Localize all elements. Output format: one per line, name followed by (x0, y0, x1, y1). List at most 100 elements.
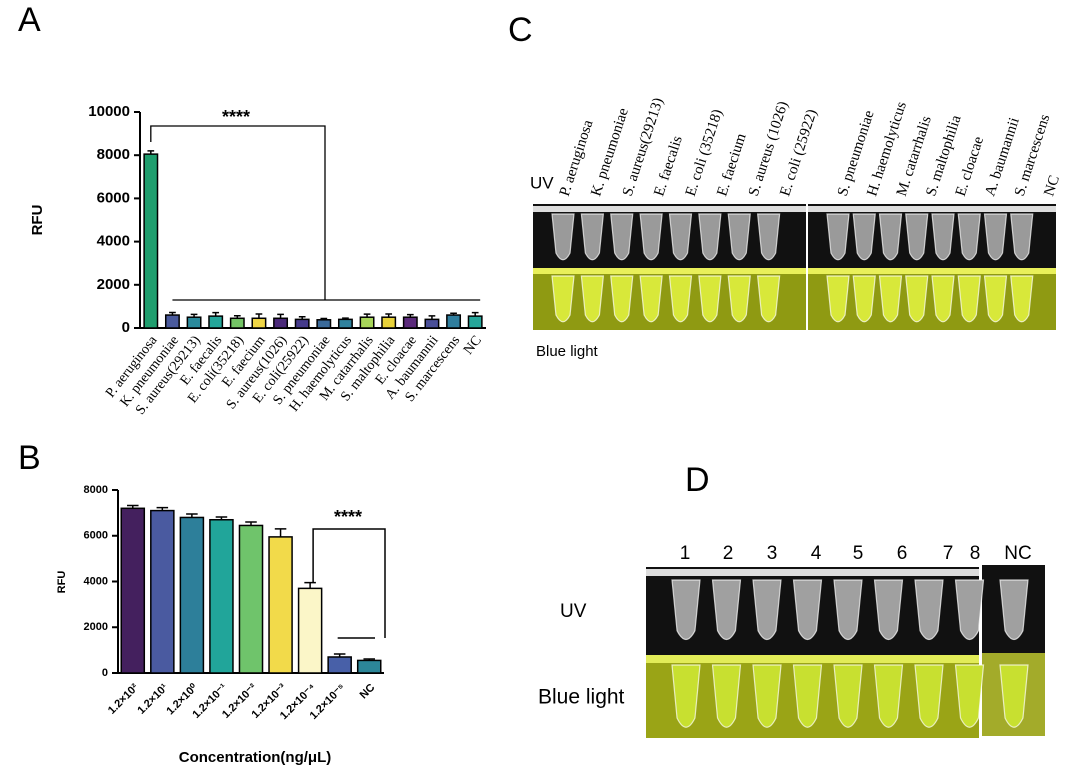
y-tick-label: 4000 (84, 575, 108, 587)
row-label: UV (530, 173, 554, 192)
x-tick-label: NC (358, 682, 378, 702)
tube-label: 4 (811, 543, 822, 564)
tube (671, 579, 701, 641)
tube (752, 579, 782, 641)
x-tick-label: 1.2×10² (106, 681, 141, 716)
bar (446, 314, 462, 329)
bar (327, 656, 352, 674)
photo-rim (808, 268, 1056, 274)
bar (229, 317, 245, 329)
tube (878, 275, 903, 323)
tube (878, 213, 903, 261)
tube (826, 275, 850, 323)
tube (931, 275, 955, 323)
x-tick-label: 1.2×10¹ (135, 681, 170, 716)
bar (359, 316, 375, 329)
tube (999, 579, 1029, 641)
error-bar (147, 150, 155, 155)
tube (792, 664, 823, 728)
error-bar (233, 314, 241, 319)
significance-label: **** (222, 107, 250, 127)
bar (294, 318, 310, 329)
significance-bracket (312, 528, 386, 638)
error-bar (298, 316, 306, 320)
bar (337, 318, 353, 329)
photo-rim (646, 569, 979, 576)
tube-label: 8 (970, 543, 981, 564)
tube-label: 2 (723, 543, 734, 564)
y-tick-label: 10000 (88, 103, 130, 120)
significance-bracket (150, 125, 326, 300)
error-bar (385, 313, 393, 318)
tube-label: 3 (767, 543, 778, 564)
tube (756, 213, 781, 261)
tube (711, 664, 742, 728)
error-bar (190, 313, 198, 318)
bar (297, 587, 323, 674)
tube (905, 275, 929, 323)
tube (833, 664, 863, 728)
y-tick-label: 6000 (97, 189, 130, 206)
bar (467, 315, 483, 329)
bar (251, 317, 267, 329)
tube (551, 213, 575, 261)
tube (954, 579, 985, 641)
tube (756, 275, 781, 323)
error-bar (255, 313, 263, 319)
error-bar (127, 504, 139, 509)
error-bar (304, 581, 316, 589)
error-bar (215, 516, 228, 520)
x-tick-label: NC (461, 333, 485, 358)
tube (1010, 213, 1034, 261)
y-axis-label: RFU (29, 205, 46, 236)
tube (639, 275, 663, 323)
tube (551, 275, 575, 323)
y-tick-label: 2000 (84, 621, 108, 633)
bar (273, 317, 289, 329)
error-bar (450, 312, 457, 316)
bar (164, 314, 180, 329)
y-tick-label: 8000 (97, 146, 130, 163)
tube-label: 1 (680, 543, 691, 564)
tube-label: 7 (943, 543, 954, 564)
y-tick-label: 8000 (84, 484, 108, 496)
tube (852, 213, 876, 261)
tube (914, 664, 944, 728)
y-tick-label: 6000 (84, 530, 108, 542)
y-tick-label: 0 (122, 319, 130, 336)
bar (208, 315, 224, 329)
tube-label: NC (1004, 543, 1031, 564)
tube (914, 579, 944, 641)
bar (402, 316, 418, 329)
error-bar (274, 528, 287, 537)
tube (873, 664, 904, 728)
bar (209, 518, 234, 674)
bar (150, 509, 175, 674)
error-bar (333, 653, 346, 657)
bar (120, 507, 146, 674)
panel-label: C (508, 11, 533, 49)
tube (931, 213, 955, 261)
photo-rim (533, 268, 806, 274)
tube (727, 213, 751, 261)
error-bar (363, 658, 375, 661)
bar (356, 659, 382, 674)
bar (238, 524, 264, 674)
tube (671, 664, 701, 728)
tube (610, 213, 634, 261)
error-bar (406, 313, 414, 318)
error-bar (169, 311, 176, 316)
tube (792, 579, 823, 641)
tube (957, 213, 981, 261)
bar (268, 536, 293, 674)
bar (179, 516, 205, 674)
tube-label: E. faecalis (651, 134, 686, 199)
error-bar (277, 313, 284, 319)
y-tick-label: 4000 (97, 233, 130, 250)
y-tick-label: 0 (102, 667, 108, 679)
tube (580, 275, 605, 323)
photo-rim (646, 655, 979, 663)
tube (639, 213, 663, 261)
tube-label: NC (1041, 174, 1063, 199)
error-bar (212, 311, 220, 317)
